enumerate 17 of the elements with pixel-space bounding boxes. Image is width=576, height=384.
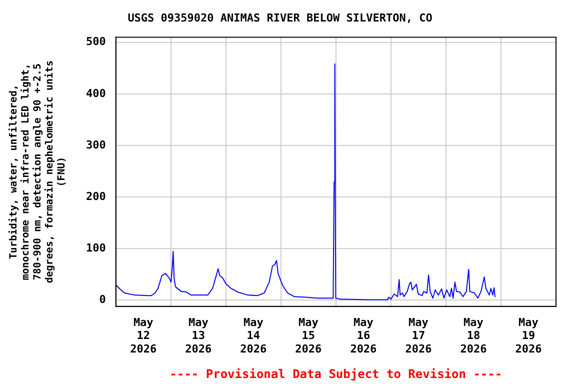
- y-tick-label: 200: [86, 190, 106, 203]
- x-tick-label: May 17 2026: [405, 316, 432, 356]
- y-axis-title: Turbidity, water, unfiltered, monochrome near infra-red LED light, 780-900 nm, detection angle 90 +-2.5 degrees, formazin nephelometric units (FNU): [8, 60, 68, 284]
- x-tick-label: May 14 2026: [240, 316, 268, 356]
- x-tick-label: May 13 2026: [185, 316, 212, 356]
- x-tick-label: May 15 2026: [295, 316, 322, 356]
- x-tick-label: May 16 2026: [350, 316, 378, 356]
- y-tick-label: 300: [86, 138, 106, 152]
- chart-title: USGS 09359020 ANIMAS RIVER BELOW SILVERTON, CO: [128, 11, 433, 24]
- x-tick-label: May 18 2026: [460, 316, 488, 356]
- y-tick-label: 400: [86, 86, 106, 100]
- x-tick-label: May 19 2026: [515, 316, 542, 356]
- y-tick-label: 100: [86, 242, 106, 254]
- x-tick-label: May 12 2026: [130, 316, 157, 356]
- y-tick-label: 500: [86, 35, 106, 48]
- y-tick-label: 0: [99, 293, 106, 306]
- text: ---- Provisional Data Subject to Revision ----: [170, 367, 502, 382]
